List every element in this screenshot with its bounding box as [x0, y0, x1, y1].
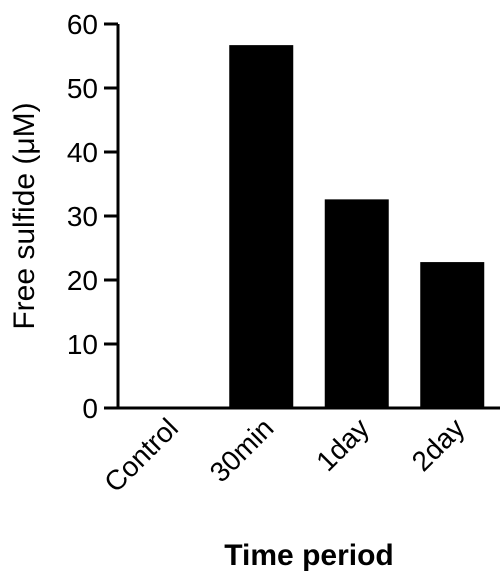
y-tick-label: 50: [67, 73, 98, 104]
x-tick-label: Control: [98, 412, 184, 498]
y-tick-label: 30: [67, 201, 98, 232]
bar: [420, 262, 485, 408]
y-ticks: 0 10 20 30 40 50 60: [67, 9, 118, 424]
x-tick-label: 1day: [310, 412, 375, 477]
x-axis-label: Time period: [224, 539, 393, 572]
bar: [229, 45, 294, 409]
y-tick-label: 20: [67, 265, 98, 296]
y-tick-label: 40: [67, 137, 98, 168]
x-tick-label: 2day: [406, 412, 471, 477]
y-axis-label: Free sulfide (μM): [8, 102, 41, 329]
y-tick-label: 0: [82, 393, 98, 424]
x-tick-label: 30min: [204, 412, 280, 488]
bars-layer: [229, 45, 485, 409]
bar: [324, 199, 389, 408]
y-tick-label: 60: [67, 9, 98, 40]
x-ticks: Control 30min 1day 2day: [98, 412, 470, 498]
y-tick-label: 10: [67, 329, 98, 360]
